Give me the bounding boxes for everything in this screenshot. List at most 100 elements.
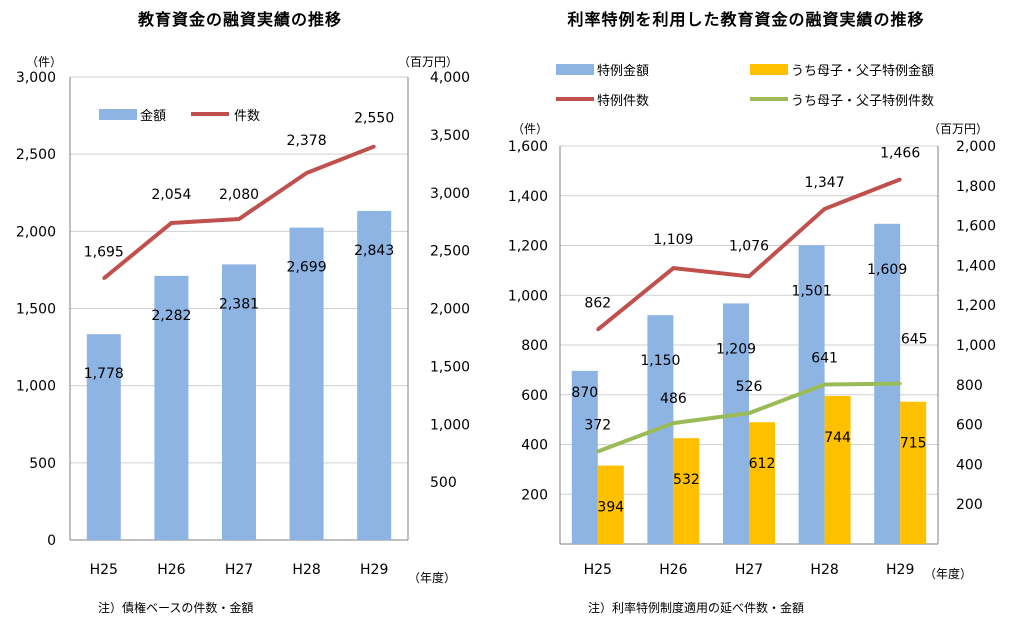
right-axis-tick-label: 1,000 — [430, 417, 470, 433]
left-axis-tick-label: 1,000 — [16, 379, 56, 395]
bar-data-label: 532 — [673, 472, 700, 488]
legend-label: 件数 — [234, 109, 260, 124]
bar-amount — [289, 227, 324, 540]
line-point — [671, 266, 675, 270]
line-point — [596, 449, 600, 453]
bar-special-amount — [723, 303, 749, 544]
line-data-label: 1,109 — [653, 232, 693, 248]
line-point — [671, 421, 675, 425]
line-data-label: 645 — [901, 332, 928, 348]
left-axis-unit: （件） — [26, 55, 62, 69]
right-axis-tick-label: 200 — [956, 497, 983, 513]
left-axis-tick-label: 2,500 — [16, 147, 56, 163]
bar-data-label: 1,209 — [716, 341, 756, 357]
legend-swatch-special-amount — [556, 64, 594, 75]
left-axis-tick-label: 400 — [521, 438, 548, 454]
line-point — [169, 221, 173, 225]
x-tick-label: H29 — [360, 562, 388, 578]
line-data-label: 641 — [811, 351, 838, 367]
chart-title: 利率特例を利用した教育資金の融資実績の推移 — [567, 10, 925, 29]
right-axis-tick-label: 1,800 — [956, 179, 996, 195]
legend-swatch-amount — [99, 109, 137, 120]
left-axis-tick-label: 600 — [521, 388, 548, 404]
x-tick-label: H25 — [90, 562, 118, 578]
line-data-label: 862 — [584, 296, 611, 312]
line-point — [823, 383, 827, 387]
line-data-label: 2,054 — [151, 187, 191, 203]
line-data-label: 2,378 — [287, 133, 327, 149]
line-point — [898, 177, 902, 181]
right-axis-tick-label: 2,000 — [956, 139, 996, 155]
legend-label: 金額 — [140, 108, 166, 124]
x-tick-label: H28 — [292, 562, 320, 578]
line-point — [596, 328, 600, 332]
bar-data-label: 744 — [824, 430, 851, 446]
legend-label: うち母子・父子特例金額 — [791, 63, 934, 79]
x-tick-label: H26 — [659, 562, 687, 578]
bar-data-label: 2,381 — [219, 296, 259, 312]
legend-label: 特例件数 — [597, 94, 649, 109]
right-axis-tick-label: 3,500 — [430, 128, 470, 144]
line-point — [747, 411, 751, 415]
left-axis-tick-label: 1,500 — [16, 302, 56, 318]
left-axis-tick-label: 3,000 — [16, 70, 56, 86]
bar-single-parent-amount — [749, 422, 775, 544]
bar-special-amount — [571, 370, 598, 544]
left-axis-tick-label: 1,400 — [508, 189, 548, 205]
line-count — [102, 144, 375, 280]
line-data-label: 526 — [736, 379, 763, 395]
x-tick-label: H26 — [157, 562, 185, 578]
bar-single-parent-amount — [597, 465, 624, 544]
right-axis-tick-label: 2,500 — [430, 244, 470, 260]
line-data-label: 1,695 — [84, 244, 124, 260]
bar-single-parent-amount — [900, 401, 927, 544]
x-tick-label: H27 — [225, 562, 253, 578]
bar-data-label: 1,609 — [867, 262, 907, 278]
chart-note: 注）利率特例制度適用の延べ件数・金額 — [588, 601, 805, 615]
line-point — [372, 144, 376, 148]
right-axis-tick-label: 600 — [956, 418, 983, 434]
left-axis-tick-label: 1,600 — [508, 139, 548, 155]
chart-svg-loans: 0 500 1,000 1,500 2,000 2,500 3,000 500 1,000 1,5… — [16, 55, 470, 585]
left-axis-tick-label: 500 — [29, 456, 56, 472]
x-tick-label: H25 — [584, 562, 612, 578]
right-axis-tick-label: 400 — [956, 457, 983, 473]
bar-amount — [222, 264, 256, 540]
bar-data-label: 870 — [571, 385, 598, 401]
legend-swatch-single-parent-amount — [750, 64, 788, 75]
line-point — [305, 171, 309, 175]
line-data-label: 1,076 — [729, 238, 769, 254]
chart-title: 教育資金の融資実績の推移 — [137, 10, 342, 29]
right-axis-tick-label: 4,000 — [430, 70, 470, 86]
x-axis-unit: （年度） — [924, 566, 972, 581]
left-axis-tick-label: 200 — [521, 487, 548, 503]
left-axis-tick-label: 2,000 — [16, 224, 56, 240]
bar-amount — [86, 334, 121, 540]
legend-label: うち母子・父子特例件数 — [791, 94, 934, 109]
x-tick-label: H27 — [735, 562, 763, 578]
right-axis-tick-label: 1,000 — [956, 338, 996, 354]
line-data-label: 2,080 — [219, 187, 259, 203]
right-axis-unit: （百万円） — [398, 55, 458, 69]
chart-note: 注）債権ベースの件数・金額 — [98, 601, 254, 615]
left-axis-tick-label: 800 — [521, 338, 548, 354]
bar-data-label: 1,501 — [792, 283, 832, 299]
right-axis-tick-label: 3,000 — [430, 186, 470, 202]
right-axis-tick-label: 1,600 — [956, 219, 996, 235]
bar-data-label: 1,778 — [84, 366, 124, 382]
line-data-label: 372 — [584, 417, 611, 433]
bar-data-label: 2,699 — [287, 260, 327, 276]
line-point — [102, 276, 106, 280]
bar-data-label: 612 — [749, 456, 776, 472]
x-tick-label: H28 — [810, 562, 838, 578]
bar-single-parent-amount — [824, 395, 851, 544]
bar-data-label: 394 — [597, 500, 624, 516]
bar-single-parent-amount — [673, 438, 700, 544]
left-axis-unit: （件） — [512, 122, 548, 136]
left-axis-tick-label: 1,200 — [508, 239, 548, 255]
line-data-label: 486 — [660, 391, 687, 407]
legend-label: 特例金額 — [597, 63, 649, 79]
line-point — [898, 382, 902, 386]
bar-data-label: 1,150 — [640, 353, 680, 369]
x-axis-unit: （年度） — [408, 570, 456, 585]
